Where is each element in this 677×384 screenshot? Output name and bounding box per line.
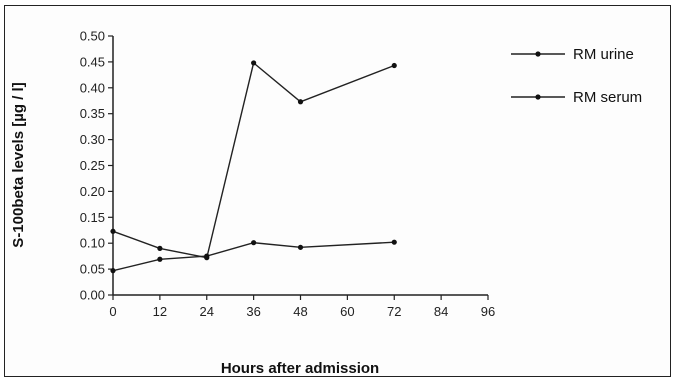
y-tick-label: 0.15 (80, 210, 105, 225)
series-line-1 (112, 61, 395, 259)
x-axis-label: Hours after admission (221, 360, 379, 377)
x-tick-label: 36 (246, 304, 260, 319)
y-tick-label: 0.05 (80, 262, 105, 277)
x-tick-label: 60 (340, 304, 354, 319)
data-point (204, 253, 210, 259)
x-tick-label: 12 (153, 304, 167, 319)
y-ticks: 0.00 0.05 0.10 0.15 0.20 0.25 0.30 0.35 0.40 0.45… (80, 29, 113, 303)
data-point (391, 62, 397, 69)
x-tick-label: 72 (387, 304, 401, 319)
x-tick-label: 96 (481, 304, 495, 319)
legend-label: RM urine (573, 46, 634, 63)
chart-frame (4, 5, 671, 377)
y-tick-label: 0.20 (80, 184, 105, 199)
y-tick-label: 0.10 (80, 236, 105, 251)
y-tick-label: 0.45 (80, 54, 105, 69)
axes (112, 36, 488, 296)
data-point (391, 239, 397, 245)
data-point (297, 244, 304, 250)
y-tick-label: 0.25 (80, 158, 105, 173)
data-point (157, 245, 163, 251)
legend-marker (535, 94, 541, 100)
y-tick-label: 0.00 (80, 288, 105, 303)
y-tick-label: 0.50 (80, 29, 105, 44)
legend: RM urine RM serum (511, 46, 642, 106)
data-point (157, 256, 163, 262)
y-tick-label: 0.30 (80, 132, 105, 147)
series (110, 60, 397, 274)
y-tick-label: 0.40 (80, 80, 105, 95)
y-tick-label: 0.35 (80, 106, 105, 121)
series-line-2 (112, 241, 395, 272)
data-point (251, 240, 257, 246)
y-axis-label: S-100beta levels [µg / l] (10, 82, 27, 247)
x-ticks: 0 12 24 36 48 60 72 84 96 (109, 295, 495, 319)
x-tick-label: 48 (293, 304, 307, 319)
legend-marker (535, 51, 541, 57)
x-tick-label: 0 (109, 304, 116, 319)
data-point (110, 228, 116, 234)
legend-label: RM serum (573, 89, 642, 106)
x-tick-label: 24 (200, 304, 214, 319)
data-point (297, 99, 304, 105)
x-tick-label: 84 (434, 304, 448, 319)
data-point (110, 268, 116, 274)
data-point (251, 60, 257, 66)
